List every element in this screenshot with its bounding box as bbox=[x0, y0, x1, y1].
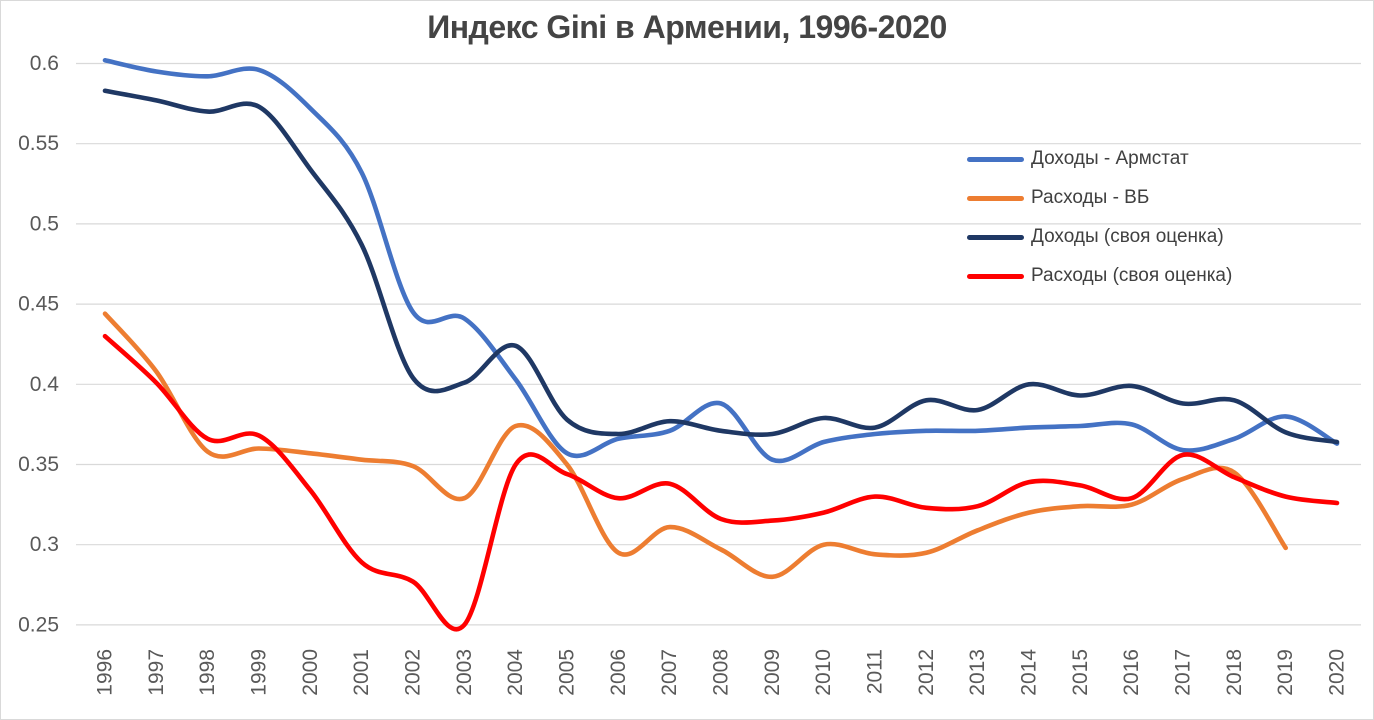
legend-label: Расходы - ВБ bbox=[1031, 187, 1150, 208]
x-tick-label: 2012 bbox=[915, 649, 938, 696]
x-tick-label: 2011 bbox=[864, 649, 887, 694]
x-tick-label: 2000 bbox=[299, 649, 322, 696]
x-tick-label: 2006 bbox=[607, 649, 630, 696]
x-tick-label: 1998 bbox=[196, 649, 219, 696]
legend-label: Доходы - Армстат bbox=[1031, 148, 1189, 169]
legend-item: Доходы - Армстат bbox=[967, 147, 1232, 171]
legend-label: Доходы (своя оценка) bbox=[1031, 226, 1224, 247]
legend-swatch-line-icon bbox=[967, 273, 1024, 279]
x-tick-label: 2004 bbox=[504, 649, 527, 696]
y-tick-label: 0.4 bbox=[30, 373, 60, 396]
x-tick-label: 2005 bbox=[556, 649, 579, 696]
x-tick-label: 2008 bbox=[710, 649, 733, 696]
x-tick-label: 2001 bbox=[350, 649, 373, 696]
x-tick-label: 2019 bbox=[1274, 649, 1297, 696]
series-line-2 bbox=[102, 88, 1340, 445]
x-tick-label: 2007 bbox=[658, 649, 681, 696]
x-tick-label: 2015 bbox=[1069, 649, 1092, 696]
x-tick-label: 2016 bbox=[1120, 649, 1143, 696]
series-line-3 bbox=[102, 333, 1340, 632]
y-tick-label: 0.5 bbox=[30, 212, 59, 235]
y-tick-label: 0.55 bbox=[18, 132, 59, 155]
legend-item: Доходы (своя оценка) bbox=[967, 225, 1232, 249]
legend-item: Расходы - ВБ bbox=[967, 186, 1232, 210]
x-tick-label: 2020 bbox=[1326, 649, 1349, 696]
series-line-1 bbox=[102, 311, 1288, 580]
x-tick-label: 1997 bbox=[145, 649, 168, 696]
y-tick-label: 0.35 bbox=[18, 453, 59, 476]
y-tick-label: 0.6 bbox=[30, 52, 59, 75]
legend-label: Расходы (своя оценка) bbox=[1031, 265, 1233, 286]
x-tick-label: 2010 bbox=[812, 649, 835, 696]
legend-item: Расходы (своя оценка) bbox=[967, 264, 1232, 288]
x-tick-label: 2017 bbox=[1172, 649, 1195, 696]
x-tick-label: 2002 bbox=[402, 649, 425, 696]
x-tick-label: 2009 bbox=[761, 649, 784, 696]
legend: Доходы - Армстат Расходы - ВБ Доходы (св… bbox=[967, 147, 1232, 303]
x-tick-label: 2013 bbox=[966, 649, 989, 696]
x-tick-label: 1996 bbox=[94, 649, 117, 696]
y-tick-label: 0.45 bbox=[18, 293, 59, 316]
x-tick-label: 2018 bbox=[1223, 649, 1246, 696]
y-tick-label: 0.25 bbox=[18, 613, 59, 636]
x-tick-label: 1999 bbox=[248, 649, 271, 696]
chart-title: Индекс Gini в Армении, 1996-2020 bbox=[427, 9, 947, 45]
x-tick-label: 2014 bbox=[1018, 649, 1041, 696]
x-tick-label: 2003 bbox=[453, 649, 476, 696]
legend-swatch-line-icon bbox=[967, 234, 1024, 240]
legend-swatch-line-icon bbox=[967, 195, 1024, 201]
series-line-0 bbox=[102, 58, 1340, 464]
y-tick-label: 0.3 bbox=[30, 533, 59, 556]
legend-swatch-line-icon bbox=[967, 156, 1024, 162]
